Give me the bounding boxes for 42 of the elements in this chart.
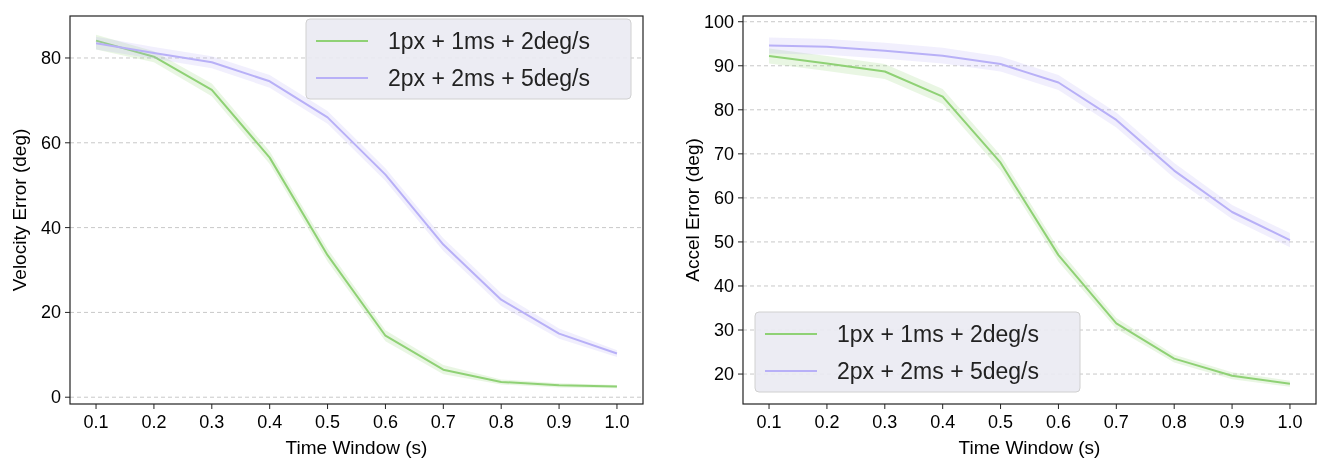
y-tick-label: 50 <box>713 231 734 252</box>
y-tick-label: 90 <box>713 55 734 76</box>
x-tick-label: 0.1 <box>83 412 109 432</box>
y-axis-title: Velocity Error (deg) <box>9 128 30 292</box>
x-tick-label: 0.6 <box>1045 412 1071 432</box>
y-tick-label: 20 <box>713 364 734 385</box>
y-tick-label: 40 <box>40 217 61 238</box>
legend-label: 1px + 1ms + 2deg/s <box>388 28 591 54</box>
y-tick-label: 80 <box>40 47 61 68</box>
y-tick-label: 70 <box>713 143 734 164</box>
x-tick-label: 0.8 <box>1161 412 1187 432</box>
x-tick-label: 0.9 <box>1219 412 1245 432</box>
y-tick-label: 100 <box>703 11 734 32</box>
y-tick-label: 30 <box>713 320 734 341</box>
x-tick-label: 1.0 <box>1277 412 1303 432</box>
x-tick-label: 0.5 <box>315 412 341 432</box>
legend-label: 2px + 2ms + 5deg/s <box>837 358 1040 384</box>
y-tick-label: 60 <box>713 187 734 208</box>
y-tick-label: 40 <box>713 275 734 296</box>
x-tick-label: 0.1 <box>756 412 782 432</box>
x-tick-label: 0.5 <box>988 412 1014 432</box>
x-tick-label: 1.0 <box>604 412 630 432</box>
x-tick-label: 0.7 <box>430 412 456 432</box>
x-tick-label: 0.9 <box>546 412 572 432</box>
y-axis-title: Accel Error (deg) <box>682 138 703 282</box>
x-tick-label: 0.2 <box>814 412 840 432</box>
x-tick-label: 0.4 <box>257 412 283 432</box>
x-tick-label: 0.8 <box>488 412 514 432</box>
x-axis-title: Time Window (s) <box>958 437 1101 458</box>
legend-label: 1px + 1ms + 2deg/s <box>837 321 1040 347</box>
x-tick-label: 0.6 <box>372 412 398 432</box>
y-tick-label: 60 <box>40 132 61 153</box>
legend-label: 2px + 2ms + 5deg/s <box>388 65 591 91</box>
x-tick-label: 0.4 <box>930 412 956 432</box>
x-tick-label: 0.7 <box>1103 412 1129 432</box>
x-tick-label: 0.3 <box>199 412 225 432</box>
y-tick-label: 80 <box>713 99 734 120</box>
y-tick-label: 20 <box>40 302 61 323</box>
x-tick-label: 0.2 <box>141 412 167 432</box>
x-tick-label: 0.3 <box>872 412 898 432</box>
y-tick-label: 0 <box>50 387 61 408</box>
x-axis-title: Time Window (s) <box>285 437 428 458</box>
